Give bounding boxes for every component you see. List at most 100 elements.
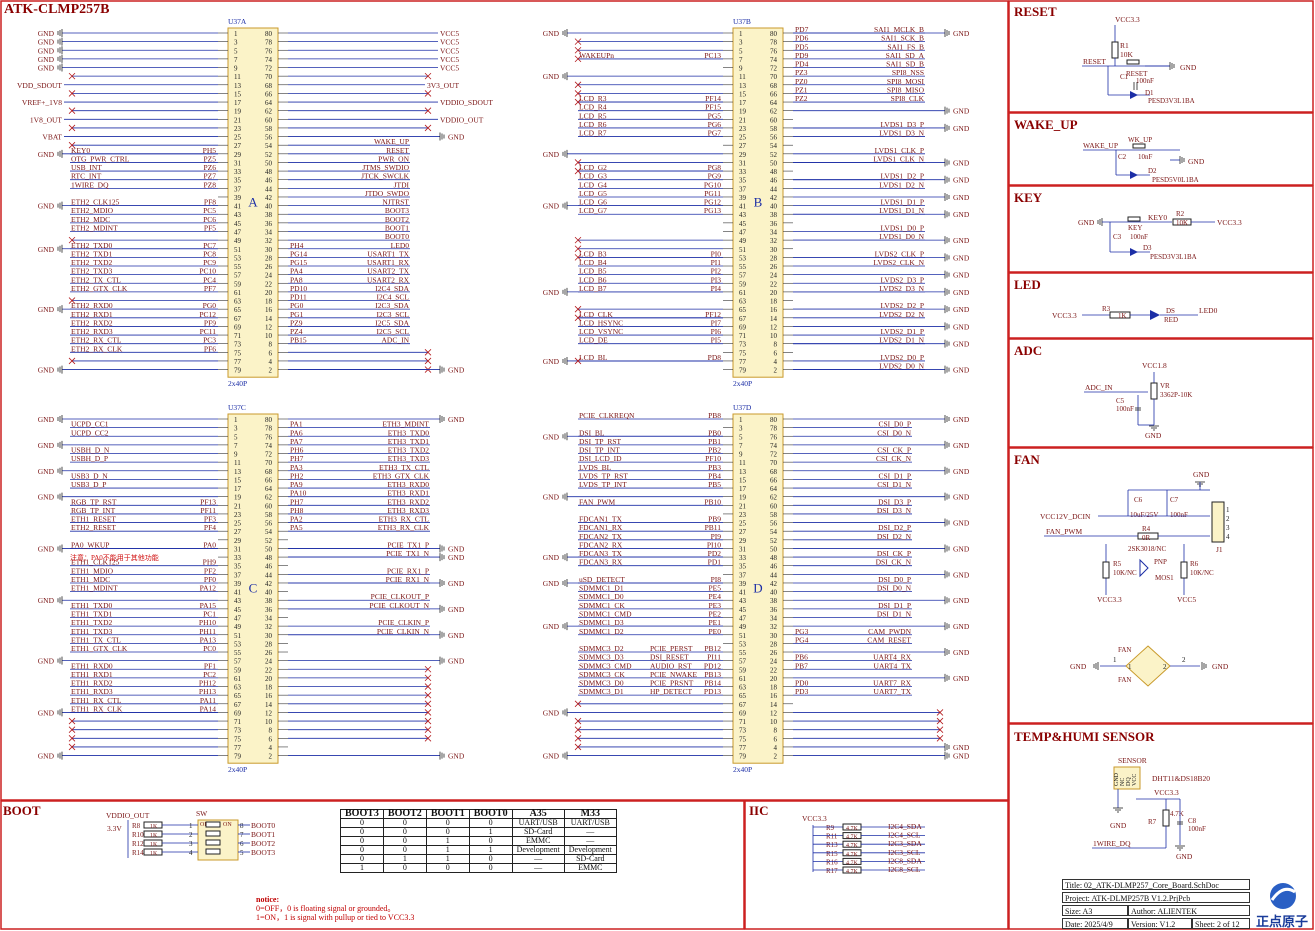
boot-notice: notice: 0=OFF，0 is floating signal or gr… bbox=[256, 895, 414, 922]
net-label: 1WIRE_DQ bbox=[71, 180, 109, 189]
fan-symbol-label: FAN bbox=[1118, 646, 1131, 654]
pin-number: 4 bbox=[269, 744, 273, 752]
port-label: PF5 bbox=[204, 223, 216, 232]
net-label: SDMMC1_D0 bbox=[579, 592, 624, 601]
no-connect-mark bbox=[424, 349, 432, 356]
net-label: ETH2_RESET bbox=[71, 523, 116, 532]
port-label: PB10 bbox=[704, 497, 721, 506]
net-label: OTG_PWR_CTRL bbox=[71, 154, 130, 163]
pin-number: 51 bbox=[739, 246, 747, 254]
port-label: PI4 bbox=[711, 284, 722, 293]
no-connect-mark bbox=[424, 124, 432, 132]
port-label: PF12 bbox=[705, 310, 721, 319]
connector-body bbox=[227, 413, 279, 764]
connector-footprint: 2x40P bbox=[228, 765, 247, 774]
port-label: PH10 bbox=[199, 618, 216, 627]
pin-number: 43 bbox=[234, 211, 242, 219]
boot-table-row: 1 0 0 0— EMMC bbox=[340, 863, 617, 873]
no-connect-mark bbox=[424, 683, 432, 690]
pin-number: 38 bbox=[265, 211, 273, 219]
pin-number: 5 bbox=[739, 433, 743, 441]
net-label: DSI_BL bbox=[579, 428, 605, 437]
ref-label: R1 bbox=[1120, 41, 1129, 50]
pin-number: 35 bbox=[739, 177, 747, 185]
pin-number: 50 bbox=[770, 159, 778, 167]
net-label: ETH3_RXD0 bbox=[387, 480, 429, 489]
port-label: PH7 bbox=[290, 497, 304, 506]
net-label: NJTRST bbox=[382, 198, 409, 207]
switch-on-label: ON bbox=[223, 822, 232, 828]
boot-mode-table: BOOT3 BOOT2 BOOT1 BOOT0 A35 M33 0 0 0 0 UART/USB U… bbox=[340, 809, 617, 873]
pin-number: 44 bbox=[265, 185, 273, 193]
pin-number: 53 bbox=[234, 254, 242, 262]
pin-number: 9 bbox=[234, 65, 238, 73]
gnd-label: GND bbox=[953, 271, 970, 280]
net-label: USART1_TX bbox=[367, 249, 409, 258]
pin-number: 42 bbox=[770, 580, 778, 588]
net-label: LVDS_BL bbox=[579, 463, 612, 472]
no-connect-mark bbox=[574, 726, 582, 733]
net-label: LCD_BL bbox=[579, 353, 608, 362]
port-label: PG6 bbox=[708, 120, 722, 129]
net-label: USBH_D_N bbox=[71, 446, 110, 455]
tvs-diode bbox=[1130, 91, 1138, 99]
gnd-label: GND bbox=[953, 193, 970, 202]
ref-label: C3 bbox=[1113, 233, 1122, 241]
pin-number: 77 bbox=[234, 744, 242, 752]
connector-letter: A bbox=[248, 195, 258, 210]
pin-number: 79 bbox=[739, 753, 747, 761]
wakeup-frame bbox=[1008, 112, 1314, 186]
net-label: VCC12V_DCIN bbox=[1040, 512, 1091, 521]
net-label: ETH1_MDC bbox=[71, 575, 110, 584]
switch-slot bbox=[205, 848, 221, 855]
section-key-title: KEY bbox=[1014, 190, 1043, 205]
gnd-label: GND bbox=[543, 553, 560, 562]
port-label: PD13 bbox=[704, 687, 721, 696]
net-label: FAN_PWM bbox=[1046, 527, 1082, 536]
pin-number: 80 bbox=[265, 416, 273, 424]
pin-number: 22 bbox=[770, 280, 778, 288]
no-connect-mark bbox=[936, 709, 944, 716]
gnd-label: GND bbox=[543, 752, 560, 761]
net-label: LVDS_TP_INT bbox=[579, 480, 627, 489]
pin-number: 24 bbox=[265, 658, 273, 666]
port-label: PG0 bbox=[203, 301, 217, 310]
pin-number: 39 bbox=[739, 580, 747, 588]
no-connect-mark bbox=[936, 735, 944, 742]
pin-number: 32 bbox=[770, 623, 778, 631]
pin-number: 28 bbox=[265, 254, 273, 262]
net-label: FDCAN2_TX bbox=[579, 532, 623, 541]
pin-number: 19 bbox=[739, 108, 747, 116]
pin-number: 23 bbox=[234, 125, 242, 133]
pin-number: 10 bbox=[770, 332, 778, 340]
net-label: I2C4_SDA bbox=[888, 822, 922, 831]
gnd-label: GND bbox=[953, 493, 970, 502]
net-label: CSI_CK_P bbox=[877, 446, 911, 455]
net-label: DSI_D1_N bbox=[877, 609, 912, 618]
pin-number: 47 bbox=[234, 228, 242, 236]
value-label: 100nF bbox=[1170, 511, 1188, 519]
pin-number: 44 bbox=[770, 571, 778, 579]
ref-label: J1 bbox=[1216, 545, 1223, 554]
gnd-label: GND bbox=[38, 55, 55, 64]
pin-number: 78 bbox=[265, 39, 273, 47]
no-connect-mark bbox=[574, 38, 582, 45]
port-label: PD0 bbox=[795, 679, 809, 688]
value-label: PNP bbox=[1154, 558, 1167, 566]
value-label: PESD3V3L1BA bbox=[1148, 97, 1195, 105]
no-connect-mark bbox=[424, 72, 432, 80]
pin-number: 3 bbox=[739, 39, 743, 47]
net-label: PCIE_RX1_P bbox=[387, 566, 429, 575]
pin-number: 9 bbox=[739, 451, 743, 459]
no-connect-mark bbox=[574, 254, 582, 261]
gnd-label: GND bbox=[448, 553, 465, 562]
pin-number: 8 bbox=[269, 727, 273, 735]
gnd-label: GND bbox=[38, 493, 55, 502]
port-label: PH7 bbox=[290, 454, 304, 463]
net-label: WAKE_UP bbox=[1083, 141, 1118, 150]
port-label: PG5 bbox=[708, 111, 722, 120]
ref-label: R5 bbox=[1113, 560, 1122, 568]
port-label: PF1 bbox=[204, 661, 216, 670]
pin-number: 62 bbox=[265, 494, 273, 502]
no-connect-mark bbox=[574, 46, 582, 54]
